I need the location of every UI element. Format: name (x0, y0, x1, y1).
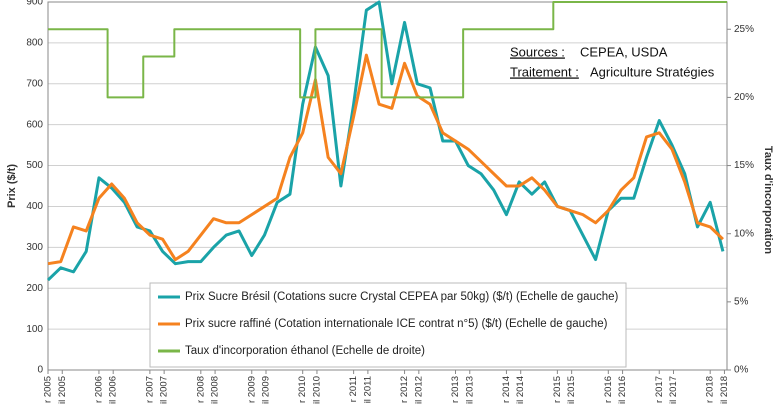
y2-tick-label: 10% (734, 228, 754, 239)
x-tick-label: r 2006 (93, 376, 104, 403)
x-tick-label: il 2009 (261, 376, 272, 404)
series-line (48, 1, 727, 99)
legend-label: Prix Sucre Brésil (Cotations sucre Cryst… (185, 291, 619, 303)
y-tick-label: 200 (26, 283, 43, 294)
x-tick-label: r 2015 (552, 376, 563, 403)
x-tick-label: r 2005 (43, 376, 54, 403)
y-tick-label: 400 (26, 201, 43, 212)
x-tick-label: r 2013 (450, 376, 461, 403)
y-tick-label: 0 (37, 365, 43, 376)
y2-tick-label: 0% (734, 365, 749, 376)
x-tick-label: il 2015 (566, 376, 577, 404)
x-tick-label: il 2012 (413, 376, 424, 404)
series-line (47, 53, 724, 266)
x-tick-label: r 2010 (297, 376, 308, 403)
legend-label: Taux d'incorporation éthanol (Echelle de… (185, 345, 425, 357)
x-tick-label: il 2011 (362, 376, 373, 403)
legend-label: Prix sucre raffiné (Cotation internation… (185, 318, 608, 330)
x-tick-label: r 2018 (705, 376, 716, 403)
annotation-text: CEPEA, USDA (580, 44, 668, 59)
x-tick-label: r 2008 (195, 376, 206, 403)
legend-box (149, 282, 627, 368)
x-tick-label: il 2006 (108, 376, 119, 404)
annotation-text: Agriculture Stratégies (590, 64, 715, 79)
x-tick-label: r 2016 (603, 376, 614, 403)
x-tick-label: r 2012 (399, 376, 410, 403)
x-tick-label: il 2005 (57, 376, 68, 404)
x-tick-label: il 2008 (210, 376, 221, 404)
y2-tick-label: 20% (734, 92, 754, 103)
y-axis-title: Prix ($/t) (6, 164, 18, 208)
y2-tick-label: 25% (734, 24, 754, 35)
y2-tick-label: 5% (734, 296, 749, 307)
x-tick-label: r 2011 (348, 376, 359, 402)
y2-axis-title: Taux d'incorporation (762, 146, 774, 254)
x-tick-label: r 2014 (501, 376, 512, 403)
y-tick-label: 900 (26, 0, 43, 8)
x-tick-label: il 2017 (668, 376, 679, 404)
x-tick-label: il 2010 (311, 376, 322, 404)
x-tick-label: r 2007 (144, 376, 155, 403)
x-tick-label: r 2009 (246, 376, 257, 403)
x-tick-label: r 2017 (654, 376, 665, 403)
legend: Prix Sucre Brésil (Cotations sucre Cryst… (149, 282, 627, 368)
plot-border (47, 1, 728, 371)
x-tick-label: il 2013 (464, 376, 475, 404)
x-tick-label: il 2016 (617, 376, 628, 404)
annotation-label: Traitement : (510, 64, 579, 79)
y-tick-label: 500 (26, 160, 43, 171)
x-tick-label: il 2007 (159, 376, 170, 404)
y-tick-label: 800 (26, 38, 43, 49)
x-tick-label: il 2018 (719, 376, 730, 404)
y-tick-label: 700 (26, 78, 43, 89)
y-tick-label: 300 (26, 242, 43, 253)
annotation-label: Sources : (510, 44, 565, 59)
y-tick-label: 600 (26, 119, 43, 130)
x-tick-label: il 2014 (515, 376, 526, 404)
y-tick-label: 100 (26, 324, 43, 335)
y2-tick-label: 15% (734, 160, 754, 171)
